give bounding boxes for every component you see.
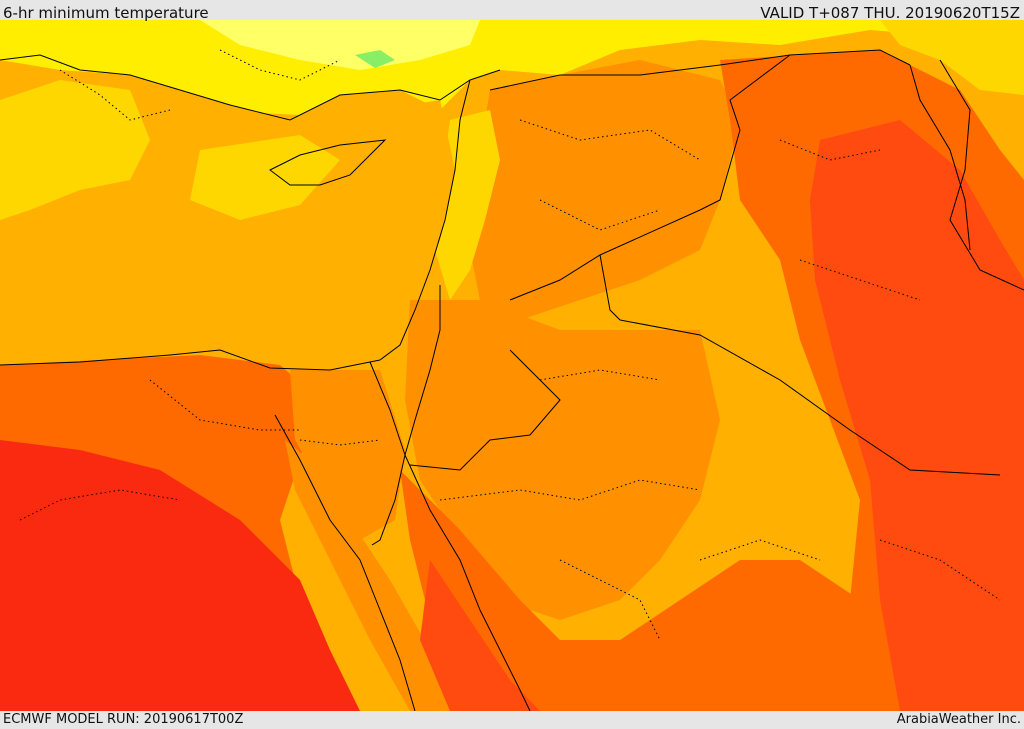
temperature-zone-arabia-dark	[400, 470, 880, 711]
map-title: 6-hr minimum temperature	[3, 4, 209, 22]
coastline-sinai-west	[274, 414, 416, 711]
temperature-zone-sinai-orange	[290, 370, 405, 540]
temperature-zone-aegean-green	[355, 50, 395, 68]
border-syria-iraq	[509, 54, 791, 301]
temperature-zone-east-gold	[880, 20, 1024, 95]
admin-boundary	[219, 49, 341, 81]
temperature-zone-egypt-red	[0, 440, 360, 711]
admin-boundary	[879, 539, 1001, 601]
temperature-zone-north-pale	[200, 20, 480, 70]
temperature-zone-cyprus-gold	[190, 135, 340, 220]
border-jordan-west	[404, 285, 441, 456]
temperature-zone-jordan-orange	[405, 300, 720, 620]
admin-boundary	[519, 119, 701, 161]
temperature-zone-aegean-gold	[0, 80, 150, 220]
coastline-egypt	[0, 349, 381, 371]
admin-boundary	[19, 489, 181, 521]
temperature-zone-arabia-red	[420, 560, 540, 711]
border-iraq-saudi	[619, 319, 1001, 476]
temperature-zone-syria-orange	[470, 60, 740, 320]
coastline-levant	[379, 79, 471, 361]
coastline-sinai-east	[371, 454, 406, 546]
temperature-map[interactable]	[0, 20, 1024, 711]
temperature-zone-iraq-red	[810, 120, 1024, 711]
border-egypt-israel	[369, 361, 406, 456]
coastline-cyprus	[269, 139, 387, 186]
header-bar	[0, 0, 1024, 20]
admin-boundary	[59, 69, 171, 121]
border-jordan-iraq	[599, 254, 621, 321]
coastline-turkey	[0, 54, 501, 121]
coastline-arabia	[404, 454, 531, 711]
admin-boundary	[149, 379, 300, 431]
model-run-label: ECMWF MODEL RUN: 20190617T00Z	[3, 712, 244, 727]
coastline-gulf	[939, 59, 1024, 291]
country-borders	[369, 49, 1001, 476]
valid-time-label: VALID T+087 THU. 20190620T15Z	[760, 4, 1020, 22]
border-turkey-syria	[489, 49, 911, 91]
admin-boundary	[799, 259, 921, 301]
border-iran-iraq	[909, 64, 971, 251]
temperature-zone-redsea-orange	[285, 440, 460, 711]
footer-bar	[0, 711, 1024, 729]
border-jordan-saudi	[409, 349, 561, 471]
credit-label: ArabiaWeather Inc.	[896, 712, 1021, 727]
admin-boundary	[699, 539, 821, 561]
admin-boundaries	[19, 49, 1001, 641]
admin-boundary	[539, 199, 661, 231]
coastlines	[0, 54, 1024, 711]
